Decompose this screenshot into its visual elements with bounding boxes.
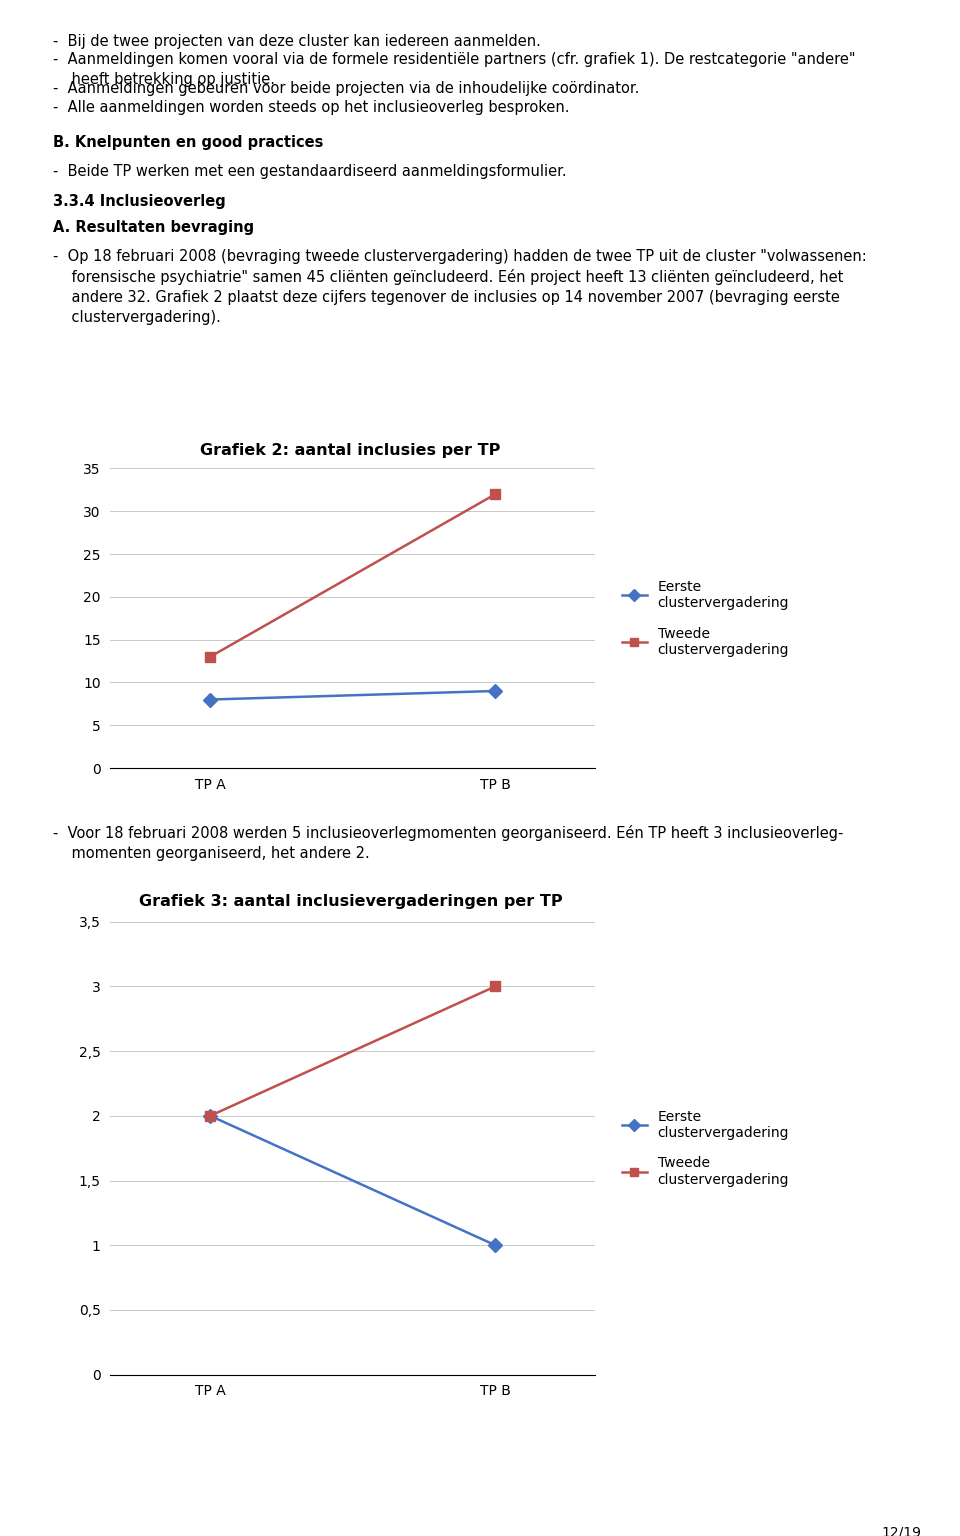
Text: -  Beide TP werken met een gestandaardiseerd aanmeldingsformulier.: - Beide TP werken met een gestandaardise… (53, 164, 566, 180)
Text: 12/19: 12/19 (881, 1525, 922, 1536)
Text: -  Bij de twee projecten van deze cluster kan iedereen aanmelden.: - Bij de twee projecten van deze cluster… (53, 34, 540, 49)
Text: -  Aanmeldingen gebeuren voor beide projecten via de inhoudelijke coördinator.: - Aanmeldingen gebeuren voor beide proje… (53, 81, 639, 97)
Text: B. Knelpunten en good practices: B. Knelpunten en good practices (53, 135, 324, 151)
Text: -  Op 18 februari 2008 (bevraging tweede clustervergadering) hadden de twee TP u: - Op 18 februari 2008 (bevraging tweede … (53, 249, 867, 324)
Text: Grafiek 3: aantal inclusievergaderingen per TP: Grafiek 3: aantal inclusievergaderingen … (138, 894, 563, 909)
Text: 3.3.4 Inclusieoverleg: 3.3.4 Inclusieoverleg (53, 194, 226, 209)
Text: Grafiek 2: aantal inclusies per TP: Grafiek 2: aantal inclusies per TP (201, 442, 500, 458)
Legend: Eerste
clustervergadering, Tweede
clustervergadering: Eerste clustervergadering, Tweede cluste… (621, 1109, 789, 1187)
Text: -  Aanmeldingen komen vooral via de formele residentiële partners (cfr. grafiek : - Aanmeldingen komen vooral via de forme… (53, 52, 855, 88)
Text: A. Resultaten bevraging: A. Resultaten bevraging (53, 220, 254, 235)
Text: -  Voor 18 februari 2008 werden 5 inclusieoverlegmomenten georganiseerd. Eén TP : - Voor 18 februari 2008 werden 5 inclusi… (53, 825, 843, 860)
Legend: Eerste
clustervergadering, Tweede
clustervergadering: Eerste clustervergadering, Tweede cluste… (621, 579, 789, 657)
Text: -  Alle aanmeldingen worden steeds op het inclusieoverleg besproken.: - Alle aanmeldingen worden steeds op het… (53, 100, 569, 115)
